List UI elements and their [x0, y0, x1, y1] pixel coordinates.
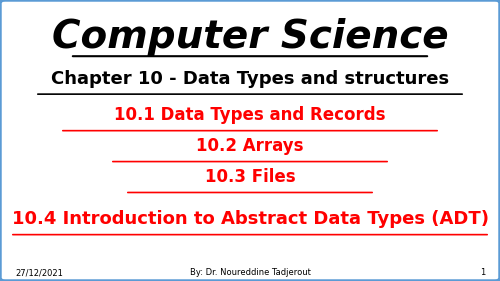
Text: 10.1 Data Types and Records: 10.1 Data Types and Records [114, 106, 386, 124]
Text: Chapter 10 - Data Types and structures: Chapter 10 - Data Types and structures [51, 70, 449, 88]
Text: By: Dr. Noureddine Tadjerout: By: Dr. Noureddine Tadjerout [190, 268, 310, 277]
Text: 1: 1 [480, 268, 485, 277]
Text: Computer Science: Computer Science [52, 17, 448, 56]
Text: 10.4 Introduction to Abstract Data Types (ADT): 10.4 Introduction to Abstract Data Types… [12, 210, 488, 228]
Text: 10.2 Arrays: 10.2 Arrays [196, 137, 304, 155]
Text: 10.3 Files: 10.3 Files [204, 168, 296, 186]
Text: 27/12/2021: 27/12/2021 [15, 268, 63, 277]
